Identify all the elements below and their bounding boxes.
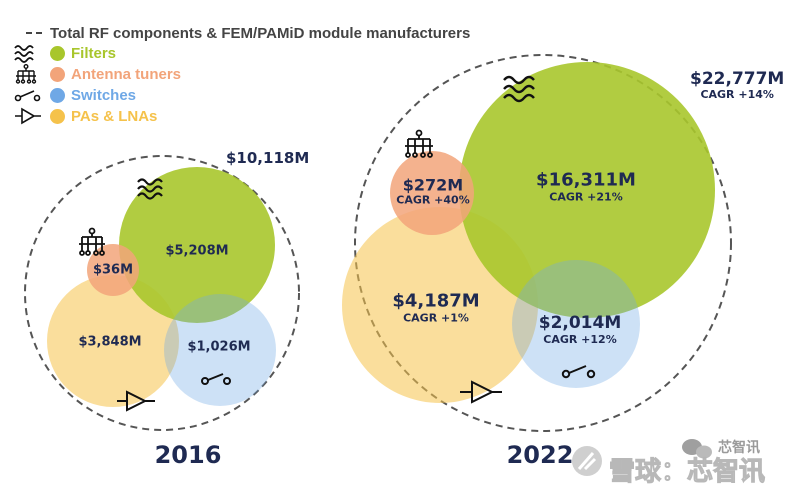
- switches-label-2022: $2,014M CAGR +12%: [538, 312, 622, 346]
- switch-icon: [561, 365, 596, 379]
- pas-lnas-label-2022: $4,187M CAGR +1%: [392, 291, 479, 324]
- total-cagr-2022: CAGR +14%: [700, 87, 774, 101]
- antenna-tuner-icon: [405, 129, 433, 158]
- filter-wave-icon: [14, 43, 50, 63]
- total-value-2022-text: $22,777M: [690, 69, 785, 89]
- amplifier-icon: [14, 106, 50, 126]
- legend-dot-antenna-tuners: [50, 66, 65, 82]
- filters-value-2016: $5,208M: [165, 243, 229, 259]
- switch-icon: [201, 373, 231, 385]
- pas-lnas-value-2016: $3,848M: [78, 334, 142, 350]
- filters-label-2022: $16,311M CAGR +21%: [536, 170, 636, 203]
- pas-lnas-bubble-2016: [47, 275, 179, 407]
- total-value-2022: $22,777M CAGR +14%: [690, 70, 784, 101]
- total-circle-2022: [354, 54, 732, 432]
- year-label-2022: 2022: [506, 441, 574, 469]
- antenna-tuners-bubble-2016: [87, 244, 139, 296]
- antenna-tuners-cagr-2022: CAGR +40%: [396, 193, 470, 207]
- watermark-text: 雪球：芯智讯: [608, 457, 766, 488]
- legend-total-label: Total RF components & FEM/PAMiD module m…: [50, 24, 471, 42]
- filters-bubble-2016: [119, 167, 275, 323]
- legend-label-filters: Filters: [71, 44, 117, 62]
- pas-lnas-value-2022: $4,187M: [392, 290, 480, 312]
- legend-dot-pas-lnas: [50, 108, 65, 124]
- switches-value-2016: $1,026M: [187, 339, 251, 355]
- filters-bubble-2022: [459, 62, 715, 318]
- amplifier-icon: [117, 390, 155, 412]
- antenna-tuners-value-2016: $36M: [92, 262, 134, 278]
- filters-cagr-2022: CAGR +21%: [549, 190, 623, 204]
- antenna-tuners-label-2022: $272M CAGR +40%: [396, 176, 469, 207]
- antenna-tuner-icon: [79, 227, 105, 256]
- legend-item-antenna-tuners: Antenna tuners: [14, 64, 181, 84]
- legend-dot-filters: [50, 45, 65, 61]
- antenna-tuner-icon: [14, 64, 50, 84]
- total-value-2016: $10,118M: [226, 149, 310, 167]
- legend-label-pas-lnas: PAs & LNAs: [71, 107, 158, 125]
- year-label-2016: 2016: [154, 441, 222, 469]
- watermark-overlay-text: 芯智讯: [718, 440, 760, 456]
- switches-bubble-2016: [164, 294, 276, 406]
- switches-cagr-2022: CAGR +12%: [543, 332, 617, 346]
- legend-label-antenna-tuners: Antenna tuners: [71, 65, 182, 83]
- watermark-mark-icon: [572, 446, 602, 476]
- antenna-tuners-value-2022: $272M: [402, 175, 464, 195]
- legend-dot-switches: [50, 87, 65, 103]
- legend-label-switches: Switches: [71, 86, 137, 104]
- dashed-line-icon: [14, 23, 50, 43]
- watermark-logo-icon: [682, 439, 712, 459]
- total-circle-2016: [24, 155, 300, 431]
- legend-total-row: Total RF components & FEM/PAMiD module m…: [14, 23, 470, 43]
- antenna-tuners-bubble-2022: [390, 151, 474, 235]
- filter-wave-icon: [137, 178, 163, 200]
- legend-item-switches: Switches: [14, 85, 136, 105]
- legend-item-pas-lnas: PAs & LNAs: [14, 106, 157, 126]
- switches-bubble-2022: [512, 260, 640, 388]
- filter-wave-icon: [503, 75, 535, 103]
- pas-lnas-cagr-2022: CAGR +1%: [403, 311, 469, 325]
- amplifier-icon: [460, 380, 502, 404]
- switches-value-2022: $2,014M: [538, 312, 622, 333]
- switch-icon: [14, 85, 50, 105]
- filters-value-2022: $16,311M: [536, 169, 636, 191]
- legend-item-filters: Filters: [14, 43, 116, 63]
